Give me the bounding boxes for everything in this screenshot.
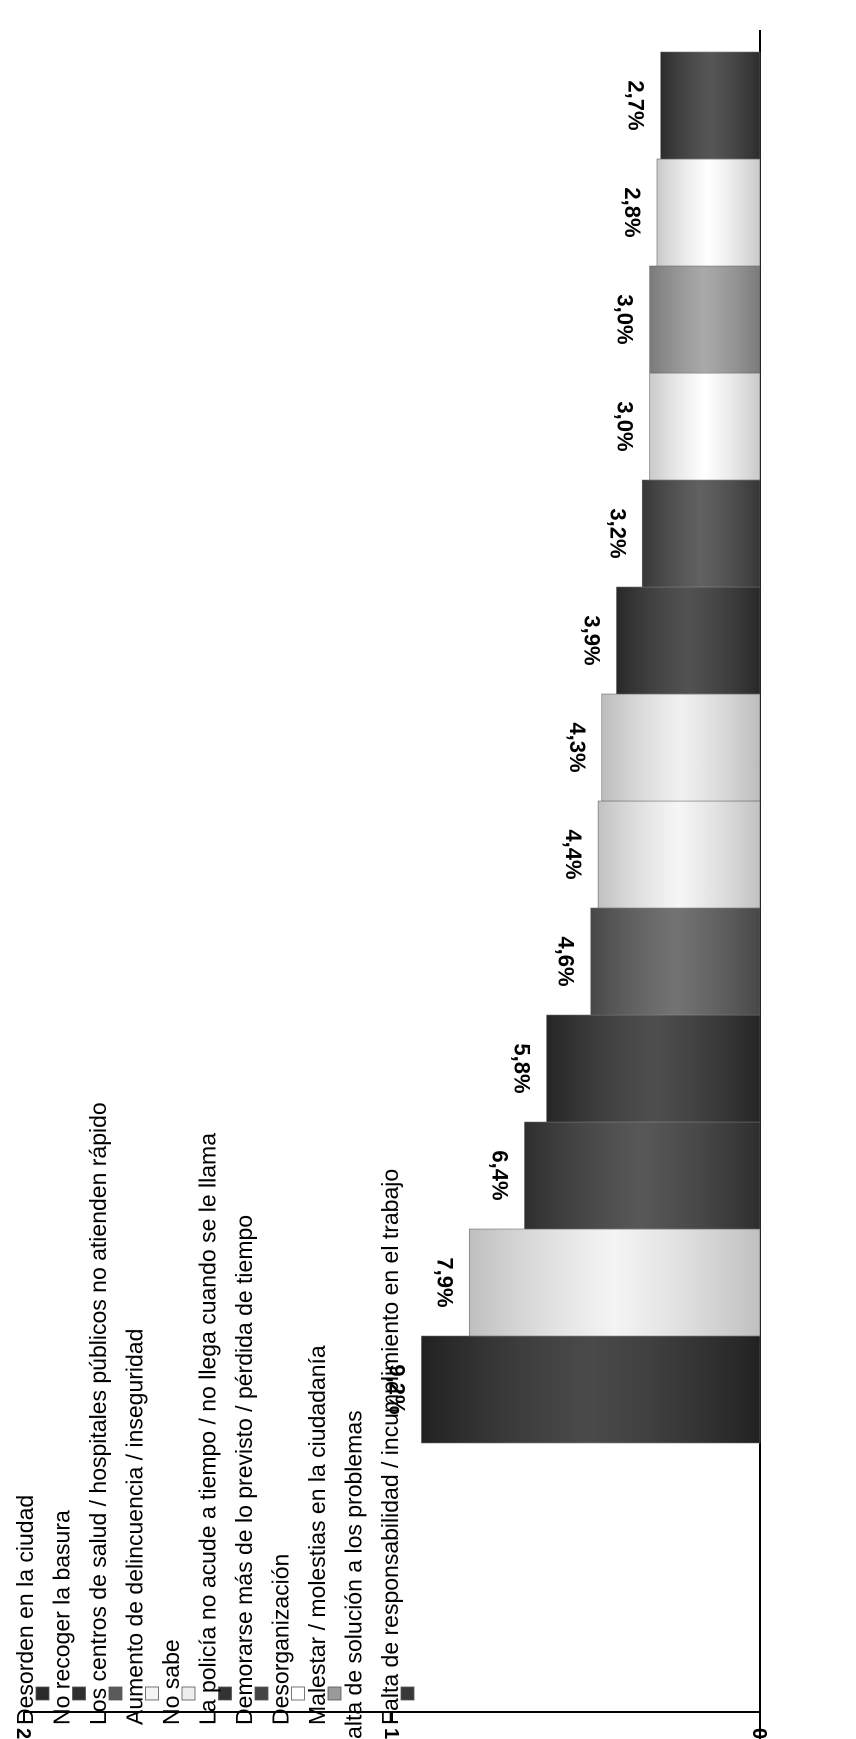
bar-shading bbox=[546, 1015, 760, 1122]
value-label: 9,2% bbox=[384, 1364, 409, 1414]
bar-shading bbox=[469, 1229, 760, 1336]
legend-swatch bbox=[218, 1686, 232, 1701]
legend-swatch bbox=[145, 1686, 159, 1701]
legend-swatch bbox=[35, 1686, 50, 1701]
value-label: 4,3% bbox=[565, 722, 590, 772]
value-labels-group: 9,2% 7,9% 6,4% 5,8% 4,6% 4,4% 4,3% 3,9% 3,2% 3,0%… bbox=[384, 80, 648, 1414]
value-label: 3,0% bbox=[613, 294, 638, 344]
legend-swatch bbox=[291, 1686, 305, 1701]
legend-item: No sabe bbox=[158, 1639, 184, 1725]
value-label: 2,7% bbox=[624, 80, 649, 130]
value-label: 4,4% bbox=[561, 829, 586, 879]
bar-shading bbox=[601, 694, 760, 801]
legend-item: La policía no acude a tiempo / no llega … bbox=[195, 1133, 221, 1725]
bars-group bbox=[421, 51, 761, 1444]
bar-shading bbox=[598, 801, 760, 908]
legend-item: Demorarse más de lo previsto / pérdida d… bbox=[231, 1215, 257, 1725]
value-label: 4,6% bbox=[554, 936, 579, 986]
bar-shading bbox=[642, 480, 760, 587]
legend-swatch bbox=[254, 1686, 269, 1701]
bar-shading bbox=[660, 52, 760, 159]
bar-shading bbox=[421, 1336, 760, 1443]
legend-item: Malestar / molestias en la ciudadanía bbox=[304, 1345, 330, 1725]
bar-shading bbox=[616, 587, 760, 694]
legend-item: Falta de solución a los problemas bbox=[341, 1410, 367, 1739]
tick-label: 10% bbox=[380, 1728, 402, 1739]
tick-label: 20% bbox=[12, 1728, 34, 1739]
tick-label: 0% bbox=[748, 1728, 770, 1739]
legend: Desorden en la ciudad No recoger la basur… bbox=[12, 1102, 415, 1739]
legend-item: Desorden en la ciudad bbox=[12, 1495, 38, 1725]
legend-item: Falta de responsabilidad / incumplimient… bbox=[377, 1169, 403, 1725]
legend-swatch bbox=[400, 1686, 415, 1701]
bar-shading bbox=[590, 908, 760, 1015]
value-label: 6,4% bbox=[487, 1150, 512, 1200]
bar-shading bbox=[524, 1122, 760, 1229]
legend-swatch bbox=[327, 1686, 342, 1701]
legend-swatch bbox=[181, 1686, 196, 1701]
value-label: 3,0% bbox=[613, 401, 638, 451]
bar-shading bbox=[649, 266, 760, 373]
value-label: 3,9% bbox=[579, 615, 604, 665]
legend-item: Aumento de delincuencia / inseguridad bbox=[122, 1329, 148, 1725]
bar-shading bbox=[649, 373, 760, 480]
plot-area: 0% 10% 20% 9,2% 7,9% 6,4% 5,8% 4,6% 4,4% 4,3% 3,9… bbox=[12, 30, 770, 1739]
value-label: 2,8% bbox=[620, 187, 645, 237]
legend-swatch bbox=[108, 1686, 123, 1701]
value-label: 3,2% bbox=[605, 508, 630, 558]
legend-item: No recoger la basura bbox=[49, 1510, 75, 1725]
legend-swatch bbox=[72, 1686, 86, 1701]
legend-item: Los centros de salud / hospitales públic… bbox=[85, 1102, 111, 1725]
bar-shading bbox=[656, 159, 760, 266]
value-label: 7,9% bbox=[432, 1257, 457, 1307]
value-label: 5,8% bbox=[510, 1043, 535, 1093]
legend-item: Desorganización bbox=[268, 1554, 294, 1725]
